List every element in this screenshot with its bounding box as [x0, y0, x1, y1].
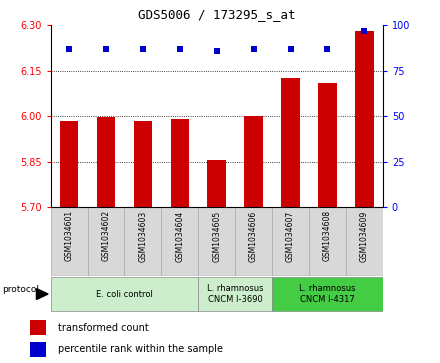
- Text: percentile rank within the sample: percentile rank within the sample: [58, 344, 223, 354]
- Bar: [30, 342, 46, 357]
- Text: GSM1034607: GSM1034607: [286, 210, 295, 262]
- Text: E. coli control: E. coli control: [96, 290, 153, 298]
- Text: L. rhamnosus
CNCM I-3690: L. rhamnosus CNCM I-3690: [207, 284, 264, 304]
- Bar: [88, 207, 125, 276]
- Point: [287, 46, 294, 52]
- Text: GSM1034605: GSM1034605: [212, 210, 221, 262]
- Bar: [198, 277, 272, 311]
- Point: [250, 46, 257, 52]
- Polygon shape: [37, 289, 48, 299]
- Bar: [60, 121, 78, 207]
- Bar: [51, 207, 88, 276]
- Text: GSM1034602: GSM1034602: [102, 210, 110, 261]
- Bar: [171, 119, 189, 207]
- Bar: [97, 117, 115, 207]
- Bar: [272, 207, 309, 276]
- Bar: [355, 32, 374, 207]
- Bar: [272, 277, 383, 311]
- Point: [66, 46, 73, 52]
- Text: GSM1034606: GSM1034606: [249, 210, 258, 262]
- Point: [176, 46, 183, 52]
- Text: GSM1034601: GSM1034601: [65, 210, 73, 261]
- Bar: [198, 207, 235, 276]
- Bar: [134, 121, 152, 207]
- Text: GSM1034608: GSM1034608: [323, 210, 332, 261]
- Bar: [161, 207, 198, 276]
- Text: protocol: protocol: [3, 285, 40, 294]
- Bar: [235, 207, 272, 276]
- Title: GDS5006 / 173295_s_at: GDS5006 / 173295_s_at: [138, 8, 295, 21]
- Point: [139, 46, 147, 52]
- Text: GSM1034609: GSM1034609: [360, 210, 369, 262]
- Point: [103, 46, 110, 52]
- Bar: [30, 320, 46, 335]
- Bar: [346, 207, 383, 276]
- Bar: [244, 115, 263, 207]
- Text: L. rhamnosus
CNCM I-4317: L. rhamnosus CNCM I-4317: [299, 284, 356, 304]
- Point: [361, 28, 368, 34]
- Point: [324, 46, 331, 52]
- Bar: [51, 277, 198, 311]
- Bar: [208, 160, 226, 207]
- Text: GSM1034603: GSM1034603: [138, 210, 147, 262]
- Text: GSM1034604: GSM1034604: [175, 210, 184, 262]
- Bar: [309, 207, 346, 276]
- Bar: [125, 207, 161, 276]
- Text: transformed count: transformed count: [58, 323, 148, 333]
- Bar: [281, 78, 300, 207]
- Bar: [318, 83, 337, 207]
- Point: [213, 48, 220, 54]
